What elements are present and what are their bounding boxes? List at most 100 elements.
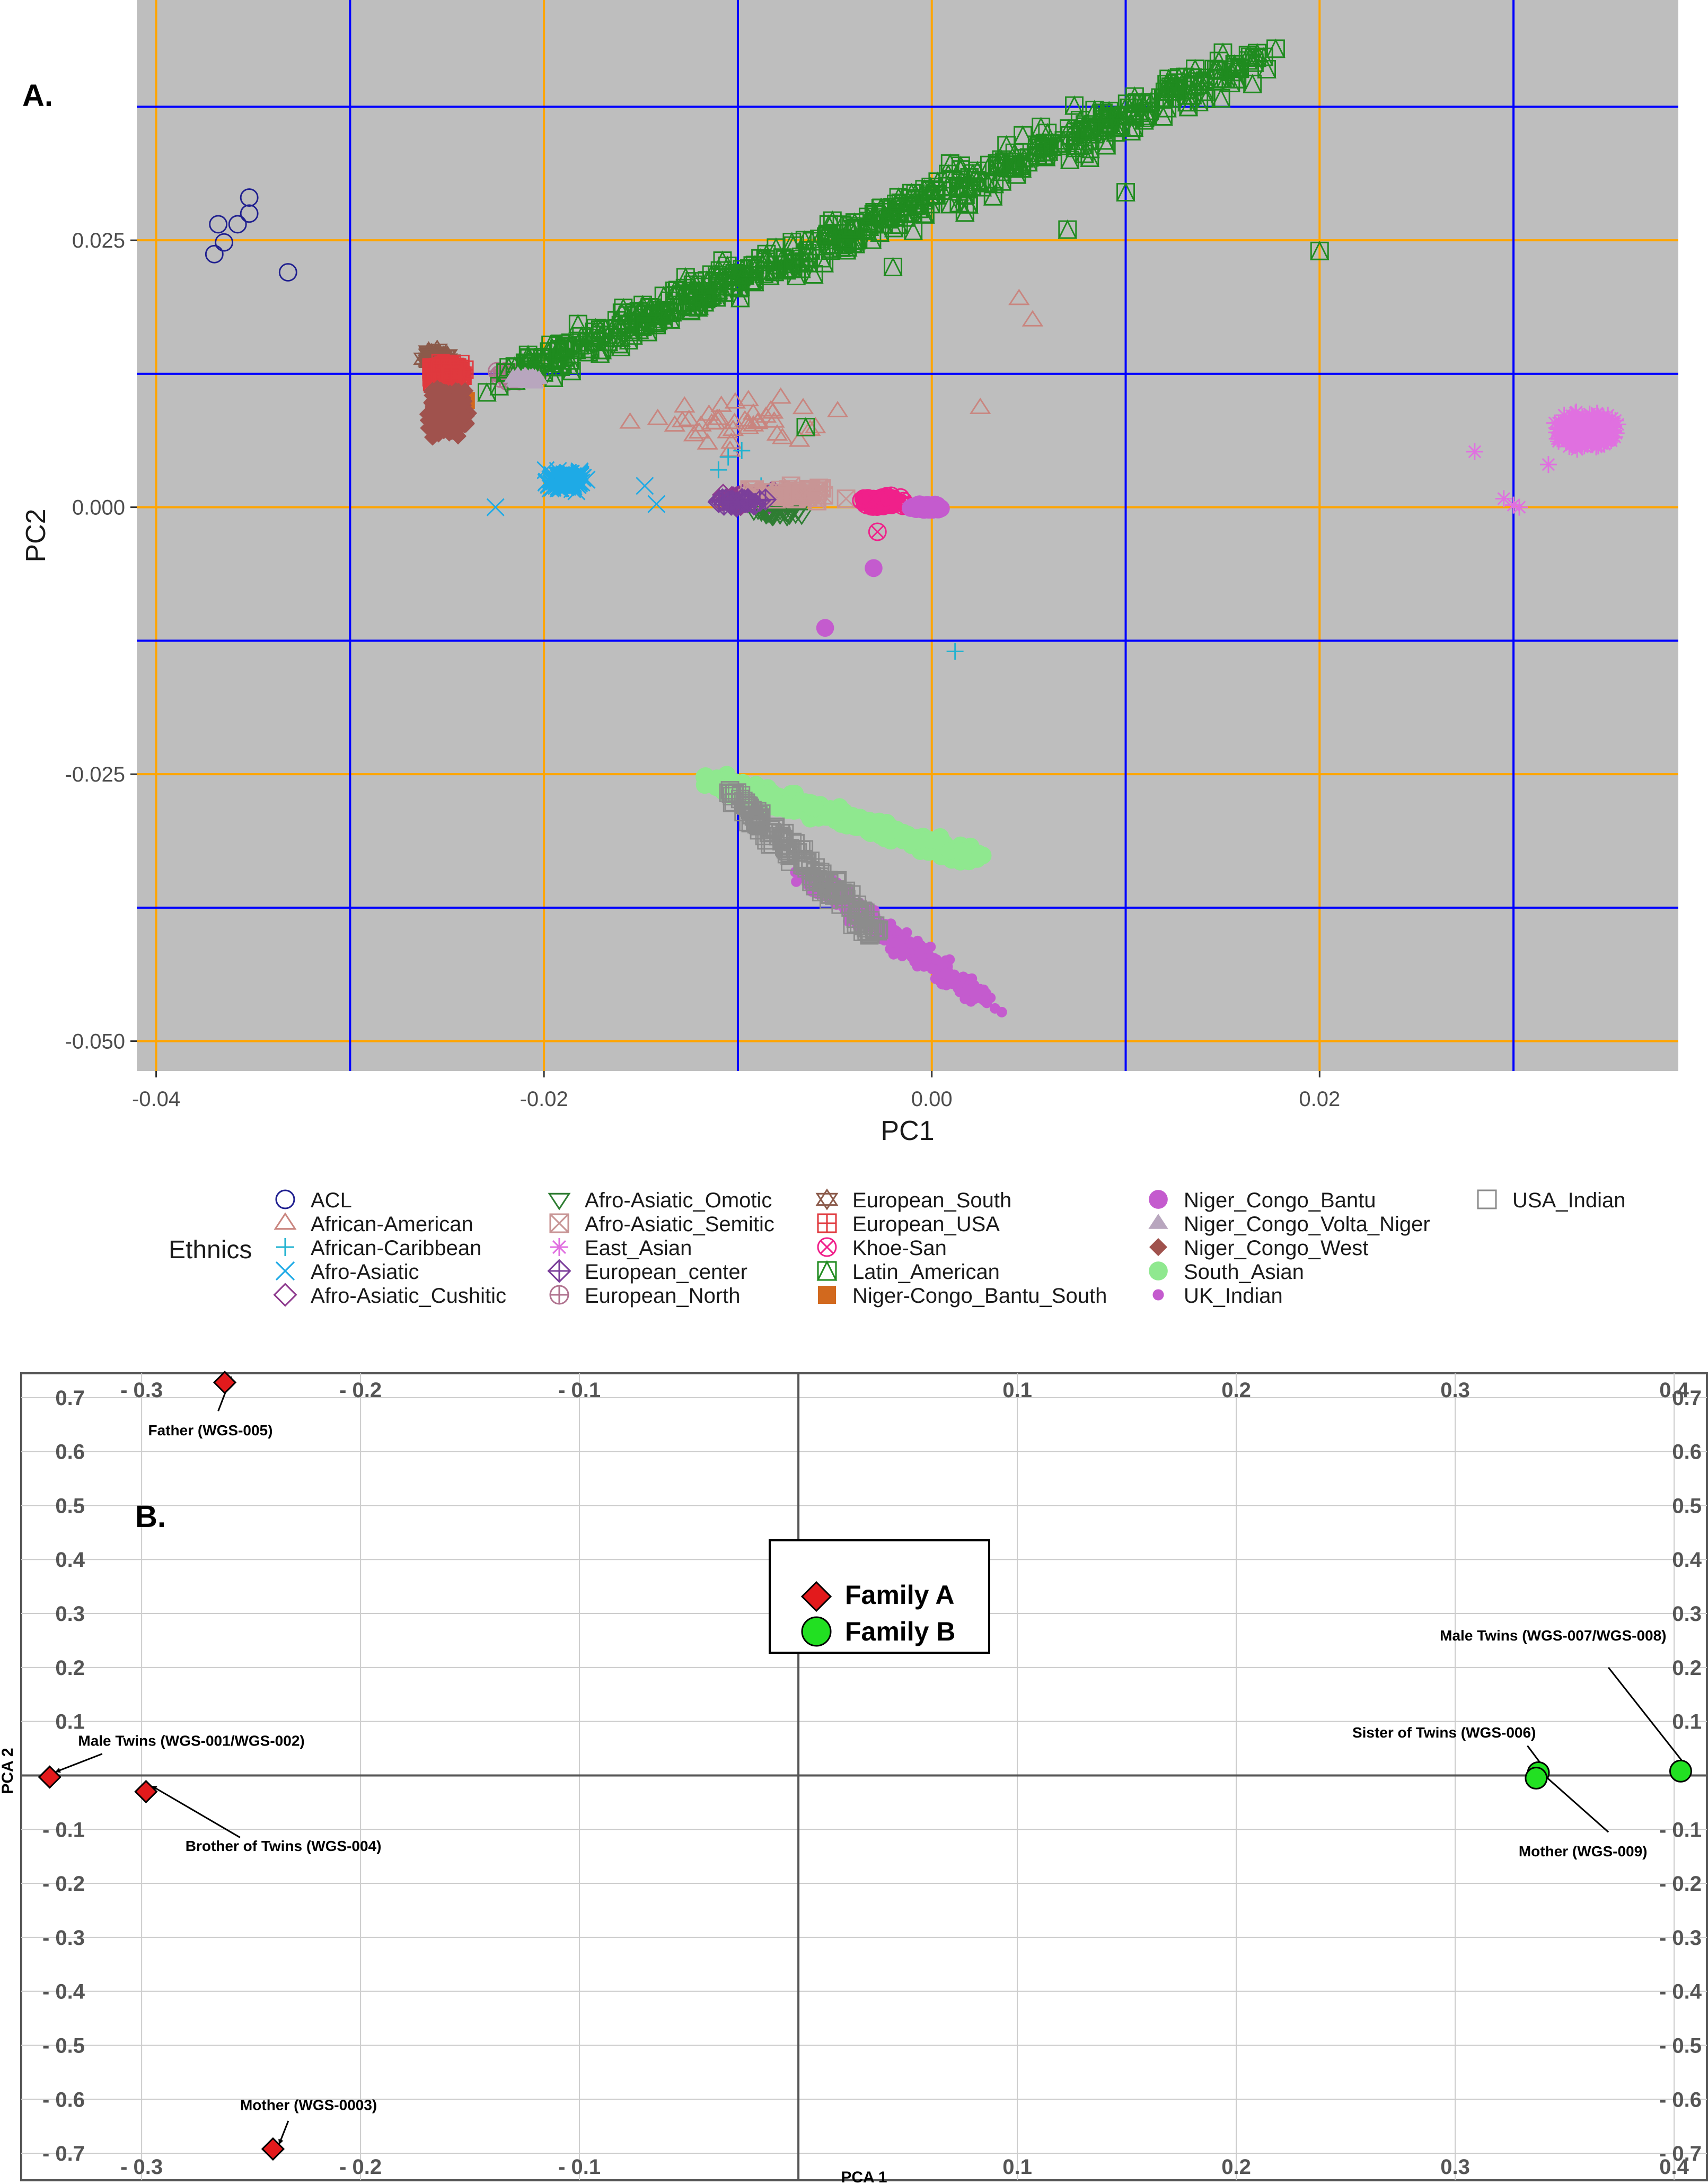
data-point <box>742 403 764 420</box>
data-point <box>205 244 224 264</box>
y-tick-label-left: 0.1 <box>55 1711 85 1734</box>
annotation-label: Sister of Twins (WGS-006) <box>1352 1724 1536 1741</box>
data-point <box>674 396 695 413</box>
data-point <box>868 522 887 541</box>
x-tick-label: -0.04 <box>132 1087 180 1111</box>
y-tick-label-right: - 0.4 <box>1659 1980 1702 2004</box>
annotation-label: Male Twins (WGS-001/WGS-002) <box>78 1732 304 1749</box>
data-point <box>567 467 586 486</box>
data-point <box>719 448 737 466</box>
data-point <box>736 488 760 511</box>
y-tick-label-left: - 0.3 <box>42 1926 85 1950</box>
legend-entry-label: Afro-Asiatic <box>311 1260 419 1284</box>
legend-entry-label: African-American <box>311 1213 473 1236</box>
data-point <box>636 477 654 495</box>
x-tick-label: 0.02 <box>1299 1087 1340 1111</box>
y-tick-label-left: 0.6 <box>55 1441 85 1464</box>
x-tick-label-bottom: 0.1 <box>1002 2155 1032 2179</box>
data-point <box>1511 498 1528 516</box>
legend-key <box>816 1260 838 1281</box>
legend-title: Ethnics <box>169 1236 252 1264</box>
y-tick-label-left: 0.7 <box>55 1387 85 1410</box>
legend-key <box>547 1259 571 1283</box>
legend-entry-label: Afro-Asiatic_Omotic <box>585 1189 772 1212</box>
legend-entry-label: Afro-Asiatic_Cushitic <box>311 1284 506 1308</box>
legend-key <box>815 1188 839 1211</box>
legend-entry-label: European_South <box>852 1189 1011 1212</box>
data-point <box>647 408 669 425</box>
data-point <box>541 470 560 489</box>
x-tick-label-bottom: 0.2 <box>1221 2155 1251 2179</box>
y-tick-label-right: 0.6 <box>1672 1441 1702 1464</box>
data-point <box>742 415 764 432</box>
data-point <box>1539 456 1557 473</box>
legend-key <box>276 1238 294 1256</box>
legend-key <box>549 1213 569 1233</box>
data-point <box>804 417 826 434</box>
data-point <box>946 643 964 660</box>
annotation-label: Father (WGS-005) <box>148 1422 273 1439</box>
data-point <box>792 398 814 415</box>
legend-key <box>275 1261 295 1281</box>
data-point <box>769 508 791 525</box>
data-point <box>1466 443 1483 460</box>
legend-entry-label: Niger_Congo_Bantu <box>1184 1189 1376 1212</box>
data-point <box>1589 422 1607 439</box>
legend-key <box>274 1212 297 1230</box>
series-acl <box>205 188 297 282</box>
legend-key <box>818 1286 836 1304</box>
data-point <box>923 501 941 519</box>
legend-entry-label: European_USA <box>852 1213 1000 1236</box>
data-point <box>1582 429 1600 447</box>
x-tick-label-top: 0.3 <box>1440 1379 1470 1402</box>
series-afro-asiatic <box>486 461 666 516</box>
series-khoe-san <box>852 486 915 541</box>
data-point <box>906 499 925 517</box>
y-tick-label: -0.050 <box>65 1030 125 1054</box>
data-point <box>816 619 834 637</box>
legend-key <box>1152 1289 1164 1301</box>
series-african-american <box>619 288 1044 457</box>
panel-b-plot-frame <box>20 1372 1708 2181</box>
legend-entry-label: Niger_Congo_Volta_Niger <box>1184 1213 1430 1236</box>
data-point <box>763 411 785 428</box>
y-tick-label-left: 0.3 <box>55 1602 85 1626</box>
data-point <box>1559 426 1577 444</box>
data-point <box>788 430 811 447</box>
legend-entry-label: European_North <box>585 1284 741 1308</box>
y-tick-label: 0.025 <box>72 229 125 252</box>
data-point <box>970 845 988 863</box>
y-tick-label-right: - 0.5 <box>1659 2034 1702 2057</box>
data-point <box>747 413 769 429</box>
y-tick-label-left: - 0.6 <box>42 2088 85 2111</box>
x-tick-label-top: 0.2 <box>1221 1379 1251 1402</box>
data-point <box>683 425 705 442</box>
data-point <box>442 366 461 385</box>
y-tick-label: -0.025 <box>65 763 125 786</box>
legend-key-family-b <box>801 1616 832 1647</box>
data-point <box>701 413 723 430</box>
legend-entry-label: Latin_American <box>852 1260 1000 1284</box>
panel-b-y-axis-label: PCA 2 <box>0 1748 16 1794</box>
legend-entry-label: ACL <box>311 1189 352 1212</box>
data-point <box>678 409 700 426</box>
data-point <box>971 993 982 1004</box>
legend-key <box>550 1238 568 1256</box>
data-point <box>969 397 991 414</box>
data-point <box>710 461 727 479</box>
y-tick-label-left: 0.4 <box>55 1548 85 1572</box>
legend-entry-label: USA_Indian <box>1512 1189 1625 1212</box>
legend-key <box>1149 1261 1168 1280</box>
data-point <box>619 412 641 429</box>
data-point <box>755 406 777 423</box>
legend-key <box>1149 1190 1168 1209</box>
data-point <box>1008 288 1030 305</box>
data-point <box>777 795 795 813</box>
x-tick-label: 0.00 <box>911 1087 953 1111</box>
y-tick-label-right: - 0.7 <box>1659 2142 1702 2165</box>
x-tick-label: -0.02 <box>520 1087 568 1111</box>
data-point <box>876 490 895 508</box>
data-point <box>958 971 969 983</box>
data-point <box>536 461 555 479</box>
legend-label-family-b: Family B <box>845 1617 955 1646</box>
